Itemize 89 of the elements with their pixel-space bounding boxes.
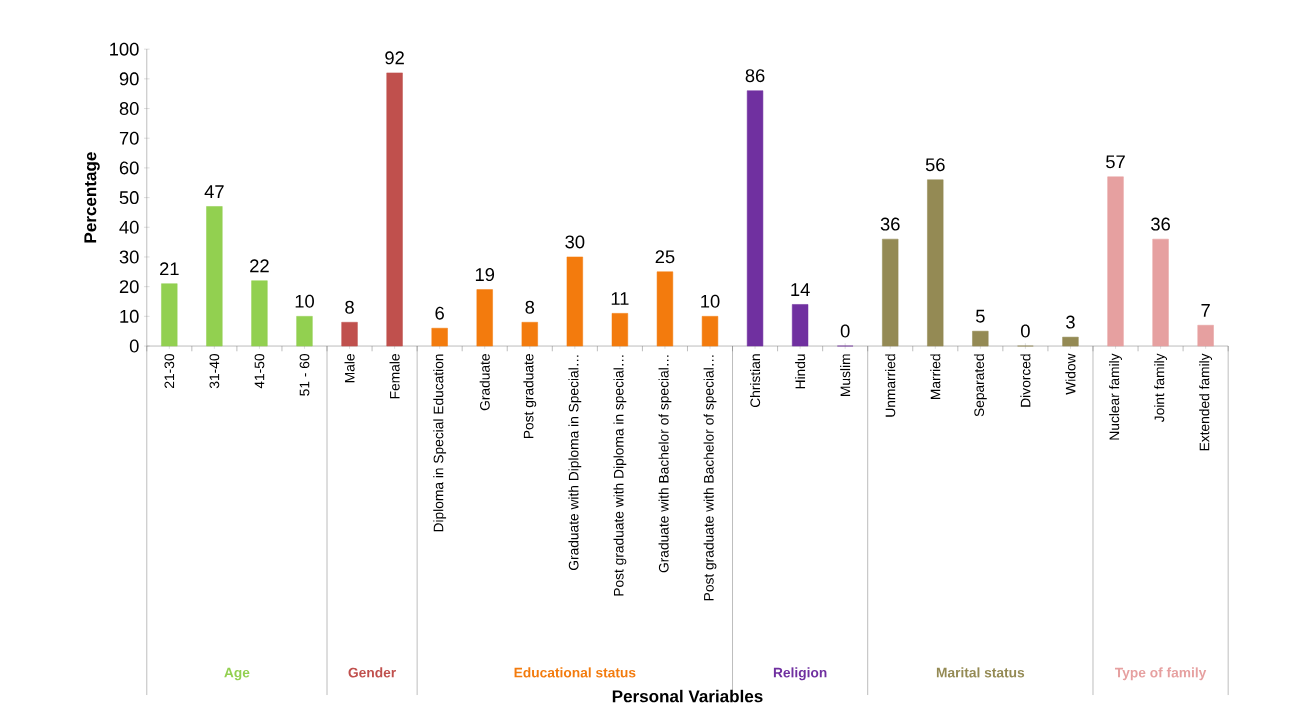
x-tick-label: Widow [1065, 353, 1076, 395]
data-label: 30 [565, 235, 585, 249]
data-label: 57 [1106, 155, 1125, 169]
y-tick-label: 40 [119, 220, 139, 234]
text: Age [224, 668, 250, 681]
bar [341, 322, 358, 347]
bar [1197, 325, 1214, 347]
bar [1062, 337, 1079, 347]
text: Educational status [514, 667, 636, 678]
data-label: 14 [791, 283, 810, 297]
y-tick-label: 10 [120, 310, 139, 324]
data-label: 10 [701, 294, 720, 308]
bar [746, 90, 764, 347]
text: Gender [348, 667, 396, 678]
x-tick-label: 41-50 [254, 354, 265, 389]
bar [1152, 239, 1169, 347]
x-tick-label: Graduate with Bachelor of special… [658, 355, 672, 573]
x-tick-label: Female [389, 354, 400, 399]
data-label: 8 [525, 300, 535, 314]
x-tick-label: Diploma in Special Education [433, 354, 447, 532]
x-tick-label: Post graduate [523, 354, 537, 439]
x-tick-label: Joint family [1154, 353, 1167, 423]
bar [431, 328, 448, 347]
data-label: 10 [295, 294, 314, 308]
y-tick-label: 70 [119, 131, 139, 145]
bar [1107, 176, 1124, 347]
y-tick-label: 50 [119, 191, 139, 205]
bar [927, 179, 944, 347]
y-axis-title: Percentage [84, 152, 100, 243]
y-tick-label: 20 [119, 280, 139, 294]
y-tick-label: 30 [119, 250, 139, 264]
y-tick-label: 100 [110, 42, 139, 56]
data-label: 5 [975, 310, 985, 323]
data-label: 21 [160, 262, 179, 276]
data-label: 25 [655, 250, 675, 264]
y-tick-label: 60 [119, 161, 139, 175]
x-tick-label: Unmarried [885, 354, 896, 417]
x-tick-label: Christian [750, 354, 761, 408]
x-tick-label: Graduate [479, 354, 490, 411]
bar [882, 239, 899, 347]
x-tick-label: Post graduate with Diploma in special… [613, 355, 627, 596]
bar [476, 289, 493, 347]
text: Religion [773, 667, 827, 681]
x-tick-label: Post graduate with Bachelor of special… [703, 355, 717, 601]
data-label: 36 [1151, 217, 1170, 231]
data-label: 3 [1066, 315, 1075, 329]
bar [701, 316, 719, 347]
text: Personal Variables [612, 690, 763, 703]
data-label: 0 [1021, 324, 1030, 338]
y-tick-label: 0 [129, 339, 139, 353]
data-label: 8 [345, 300, 354, 314]
bar [521, 322, 538, 347]
x-tick-label: Divorced [1020, 354, 1031, 407]
bar [656, 271, 674, 347]
x-tick-label: 21-30 [164, 354, 175, 389]
text: Marital status [936, 667, 1025, 678]
bar [566, 256, 583, 347]
y-tick-label: 80 [119, 102, 139, 116]
data-label: 36 [880, 217, 900, 231]
x-tick-label: Graduate with Diploma in Special… [568, 355, 582, 571]
bar [611, 313, 629, 347]
text: Type of family [1114, 667, 1207, 681]
data-label: 22 [250, 259, 269, 273]
x-tick-label: 31-40 [209, 354, 220, 389]
bar [972, 331, 989, 347]
data-label: 92 [385, 51, 404, 65]
bar [251, 280, 268, 347]
data-label: 86 [745, 69, 765, 83]
bar [206, 206, 223, 347]
data-label: 56 [925, 158, 945, 172]
x-tick-label: Male [344, 354, 355, 383]
data-label: 6 [435, 306, 444, 320]
x-tick-label: 51 - 60 [299, 354, 310, 396]
data-label: 19 [475, 268, 495, 282]
data-label: 11 [611, 292, 629, 305]
x-tick-label: Hindu [795, 354, 806, 389]
bar [296, 316, 313, 347]
bar [791, 304, 809, 347]
x-tick-label: Extended family [1199, 353, 1213, 451]
x-tick-label: Nuclear family [1109, 353, 1122, 440]
data-label: 47 [204, 185, 224, 199]
bar [161, 283, 178, 347]
x-tick-label: Muslim [840, 354, 851, 397]
data-label: 7 [1201, 304, 1210, 317]
data-label: 0 [840, 324, 850, 338]
x-tick-label: Separated [973, 354, 987, 417]
bar [386, 72, 403, 347]
x-tick-label: Married [930, 354, 941, 400]
y-tick-label: 90 [119, 72, 139, 86]
